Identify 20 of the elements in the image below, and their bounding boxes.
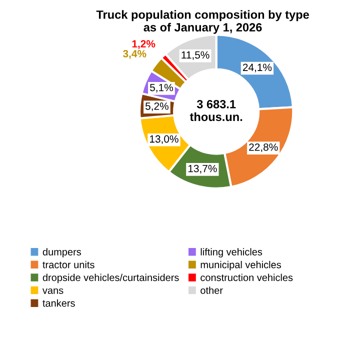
legend-label: construction vehicles [200,274,293,282]
data-label: 13,7% [188,164,217,174]
data-label: 3,4% [122,50,146,59]
data-label: 24,1% [242,64,272,72]
data-label: 13,0% [150,135,178,144]
data-label: 5,2% [146,102,168,112]
data-label: 1,2% [132,40,156,50]
data-label: 11,5% [182,51,210,60]
legend-label: tractor units [42,260,94,268]
text: 3 683.1 thous.un. [190,100,242,122]
data-label: 22,8% [249,143,278,152]
chart-title: Truck population composition by type as of January 1, 2026 [96,10,309,34]
legend-label: other [200,286,223,294]
legend-label: tankers [42,299,75,307]
legend-label: municipal vehicles [200,260,281,270]
legend-label: dropside vehicles/curtainsiders [42,274,179,284]
legend-label: vans [42,288,64,294]
legend-label: lifting vehicles [200,248,262,258]
legend-label: dumpers [42,248,82,258]
data-label: 5,1% [150,84,173,92]
